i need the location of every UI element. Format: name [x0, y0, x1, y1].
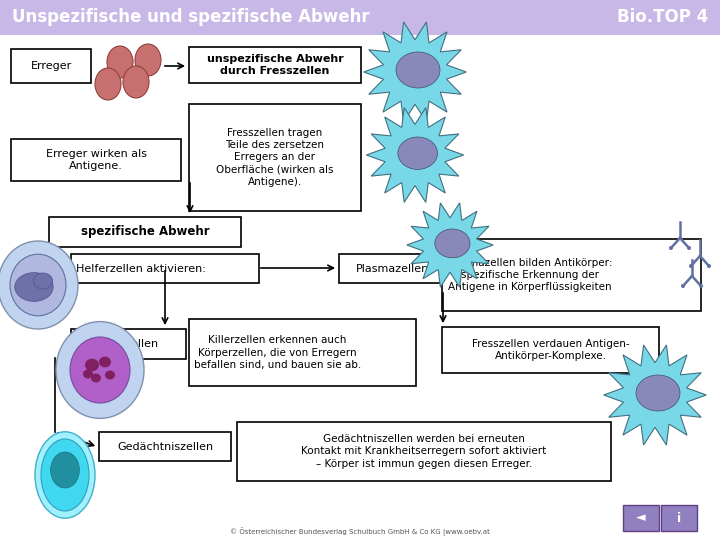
FancyBboxPatch shape: [71, 329, 186, 359]
Polygon shape: [364, 22, 467, 122]
Text: Gedächtniszellen: Gedächtniszellen: [117, 442, 213, 451]
Ellipse shape: [636, 375, 680, 411]
FancyBboxPatch shape: [237, 422, 611, 481]
Polygon shape: [603, 345, 706, 445]
FancyBboxPatch shape: [99, 432, 231, 461]
FancyBboxPatch shape: [189, 47, 361, 83]
Text: Killerzellen: Killerzellen: [98, 339, 159, 349]
Ellipse shape: [50, 452, 79, 488]
Ellipse shape: [396, 52, 440, 88]
Ellipse shape: [83, 369, 93, 379]
Ellipse shape: [107, 46, 133, 78]
Ellipse shape: [99, 356, 111, 367]
Ellipse shape: [681, 284, 685, 288]
Ellipse shape: [95, 68, 121, 100]
Ellipse shape: [123, 66, 149, 98]
Ellipse shape: [135, 44, 161, 76]
Ellipse shape: [707, 264, 711, 268]
Text: Plasmazellen bilden Antikörper:
spezifische Erkennung der
Antigene in Körperflüs: Plasmazellen bilden Antikörper: spezifis…: [447, 258, 613, 292]
Text: Gedächtniszellen werden bei erneuten
Kontakt mit Krankheitserregern sofort aktiv: Gedächtniszellen werden bei erneuten Kon…: [302, 434, 546, 469]
Text: Fresszellen tragen
Teile des zersetzen
Erregers an der
Oberfläche (wirken als
An: Fresszellen tragen Teile des zersetzen E…: [216, 127, 334, 187]
Text: Unspezifische und spezifische Abwehr: Unspezifische und spezifische Abwehr: [12, 9, 369, 26]
Text: Fresszellen verdauen Antigen-
Antikörper-Komplexe.: Fresszellen verdauen Antigen- Antikörper…: [472, 339, 629, 361]
Text: spezifische Abwehr: spezifische Abwehr: [81, 226, 210, 239]
FancyBboxPatch shape: [442, 327, 659, 373]
FancyBboxPatch shape: [339, 254, 446, 283]
Ellipse shape: [41, 439, 89, 511]
FancyBboxPatch shape: [71, 254, 259, 283]
FancyBboxPatch shape: [623, 505, 659, 531]
Bar: [0, 0, 720, 35]
Text: Bio.TOP 4: Bio.TOP 4: [617, 9, 708, 26]
FancyBboxPatch shape: [661, 505, 697, 531]
Text: ◄: ◄: [636, 511, 646, 524]
Ellipse shape: [91, 374, 101, 382]
Ellipse shape: [70, 337, 130, 403]
Ellipse shape: [398, 137, 438, 170]
Ellipse shape: [435, 229, 470, 258]
Text: Helferzellen aktivieren:: Helferzellen aktivieren:: [76, 264, 206, 273]
Text: © Österreichischer Bundesverlag Schulbuch GmbH & Co KG |www.oebv.at: © Österreichischer Bundesverlag Schulbuc…: [230, 527, 490, 536]
Text: Killerzellen erkennen auch
Körperzellen, die von Erregern
befallen sind, und bau: Killerzellen erkennen auch Körperzellen,…: [194, 335, 361, 370]
Polygon shape: [366, 107, 464, 202]
FancyBboxPatch shape: [11, 49, 91, 83]
Ellipse shape: [35, 432, 95, 518]
FancyBboxPatch shape: [189, 319, 416, 386]
FancyBboxPatch shape: [11, 139, 181, 181]
Ellipse shape: [0, 241, 78, 329]
Ellipse shape: [56, 322, 144, 418]
Text: Erreger: Erreger: [30, 61, 71, 71]
Ellipse shape: [689, 264, 693, 268]
Ellipse shape: [85, 359, 99, 372]
Ellipse shape: [10, 254, 66, 316]
Ellipse shape: [33, 273, 53, 289]
FancyBboxPatch shape: [442, 239, 701, 311]
FancyBboxPatch shape: [49, 217, 241, 247]
Ellipse shape: [15, 273, 53, 301]
Text: unspezifische Abwehr
durch Fresszellen: unspezifische Abwehr durch Fresszellen: [207, 54, 343, 76]
Text: i: i: [677, 511, 681, 524]
Ellipse shape: [669, 246, 673, 250]
FancyBboxPatch shape: [189, 104, 361, 211]
Ellipse shape: [687, 246, 691, 250]
Text: Plasmazellen: Plasmazellen: [356, 264, 429, 273]
Text: Erreger wirken als
Antigene.: Erreger wirken als Antigene.: [45, 149, 146, 171]
Polygon shape: [407, 203, 493, 287]
Ellipse shape: [105, 370, 115, 380]
Ellipse shape: [699, 284, 703, 288]
